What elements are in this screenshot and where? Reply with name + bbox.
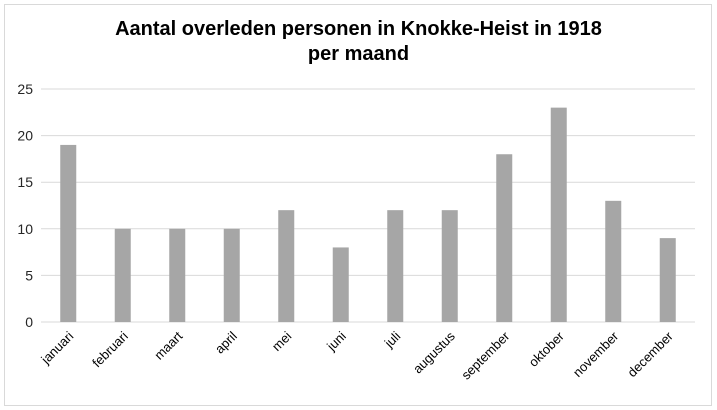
x-category-label: november <box>570 328 622 380</box>
bar <box>223 228 240 322</box>
y-tick-label: 5 <box>25 267 33 283</box>
x-category-label: juni <box>323 328 349 354</box>
bar <box>605 200 622 322</box>
y-tick-label: 20 <box>17 128 33 144</box>
x-category-label: juli <box>381 328 404 351</box>
x-category-label: oktober <box>526 328 568 370</box>
x-category-label: februari <box>89 328 131 370</box>
chart-title-line1: Aantal overleden personen in Knokke-Heis… <box>115 18 602 40</box>
bar <box>550 107 567 322</box>
bar <box>278 210 295 322</box>
bar <box>60 144 77 322</box>
x-category-label: september <box>458 328 513 383</box>
x-category-label: maart <box>151 328 185 362</box>
bar <box>441 210 458 322</box>
x-category-label: januari <box>37 328 76 367</box>
y-tick-label: 10 <box>17 221 33 237</box>
chart-title: Aantal overleden personen in Knokke-Heis… <box>0 17 717 67</box>
bar <box>496 154 513 322</box>
bar <box>387 210 404 322</box>
chart-title-line2: per maand <box>307 43 410 65</box>
bar <box>169 228 186 322</box>
y-tick-label: 25 <box>17 81 33 97</box>
bar <box>114 228 131 322</box>
y-tick-label: 15 <box>17 174 33 190</box>
x-category-label: december <box>624 328 676 380</box>
x-category-label: april <box>212 328 240 356</box>
chart-frame <box>4 4 712 406</box>
bar <box>659 238 676 322</box>
x-category-label: mei <box>269 328 294 353</box>
bar <box>332 247 349 322</box>
x-category-label: augustus <box>410 328 458 376</box>
y-tick-label: 0 <box>25 314 33 330</box>
